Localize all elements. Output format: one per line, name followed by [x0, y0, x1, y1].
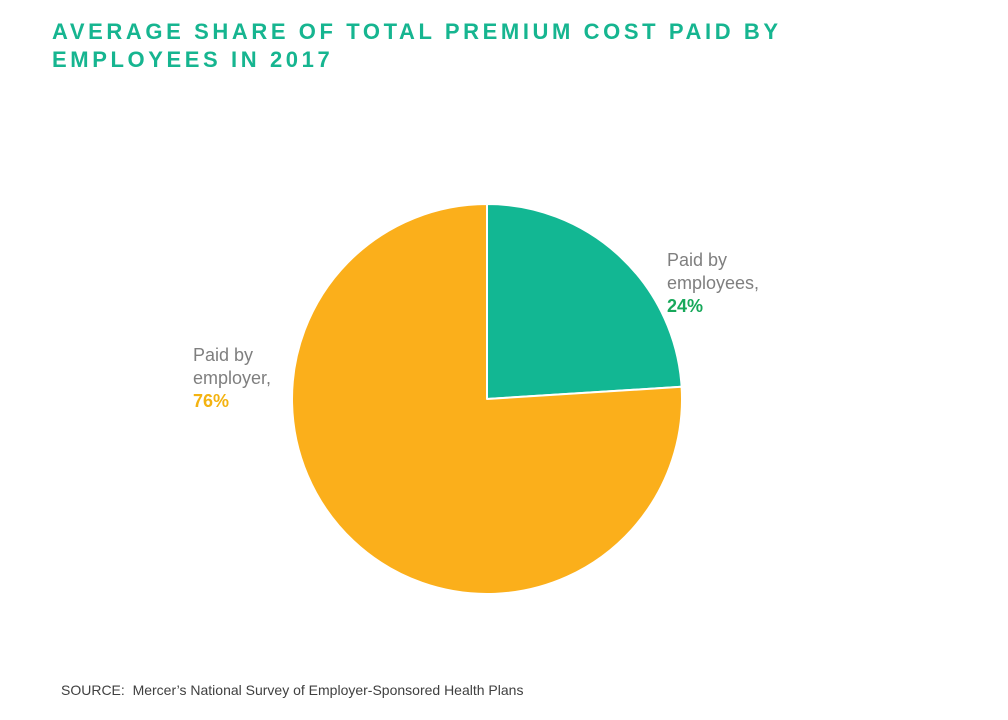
- slice-label-employees-line1: Paid by: [667, 250, 728, 270]
- slice-label-employer-line2: employer,: [193, 368, 272, 388]
- slice-label-employer: Paid by employer, 76%: [193, 344, 271, 413]
- source-note: SOURCE: Mercer’s National Survey of Empl…: [61, 682, 524, 698]
- slice-label-employees: Paid by employees, 24%: [667, 249, 759, 318]
- slice-value-employer: 76%: [193, 391, 230, 411]
- pie-slice-employees: [486, 203, 683, 400]
- chart-title: AVERAGE SHARE OF TOTAL PREMIUM COST PAID…: [52, 19, 782, 72]
- slice-value-employees: 24%: [667, 296, 704, 316]
- slice-label-employees-line2: employees,: [667, 273, 760, 293]
- pie-slice-employer: [291, 203, 684, 595]
- slice-label-employer-line1: Paid by: [193, 345, 254, 365]
